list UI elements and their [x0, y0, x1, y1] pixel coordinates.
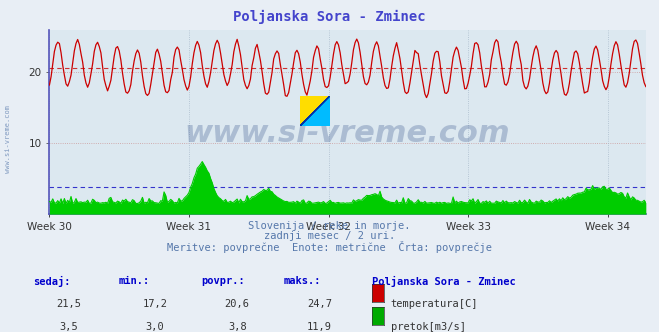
Text: 20,6: 20,6 — [225, 299, 250, 309]
Text: 21,5: 21,5 — [57, 299, 82, 309]
Text: Slovenija / reke in morje.: Slovenija / reke in morje. — [248, 221, 411, 231]
Text: 3,0: 3,0 — [146, 322, 164, 332]
Text: pretok[m3/s]: pretok[m3/s] — [391, 322, 466, 332]
Text: povpr.:: povpr.: — [201, 276, 244, 286]
Text: www.si-vreme.com: www.si-vreme.com — [5, 106, 11, 173]
Polygon shape — [300, 96, 330, 126]
Text: 3,8: 3,8 — [228, 322, 246, 332]
Text: 3,5: 3,5 — [60, 322, 78, 332]
Polygon shape — [300, 96, 330, 126]
Text: 17,2: 17,2 — [142, 299, 167, 309]
Text: 24,7: 24,7 — [307, 299, 332, 309]
Polygon shape — [300, 96, 330, 126]
Text: www.si-vreme.com: www.si-vreme.com — [185, 119, 511, 147]
Text: zadnji mesec / 2 uri.: zadnji mesec / 2 uri. — [264, 231, 395, 241]
Text: min.:: min.: — [119, 276, 150, 286]
Text: Poljanska Sora - Zminec: Poljanska Sora - Zminec — [233, 10, 426, 24]
Text: temperatura[C]: temperatura[C] — [391, 299, 478, 309]
Text: 11,9: 11,9 — [307, 322, 332, 332]
Text: Meritve: povprečne  Enote: metrične  Črta: povprečje: Meritve: povprečne Enote: metrične Črta:… — [167, 241, 492, 253]
Text: Poljanska Sora - Zminec: Poljanska Sora - Zminec — [372, 276, 516, 287]
Text: maks.:: maks.: — [283, 276, 321, 286]
Text: sedaj:: sedaj: — [33, 276, 71, 287]
